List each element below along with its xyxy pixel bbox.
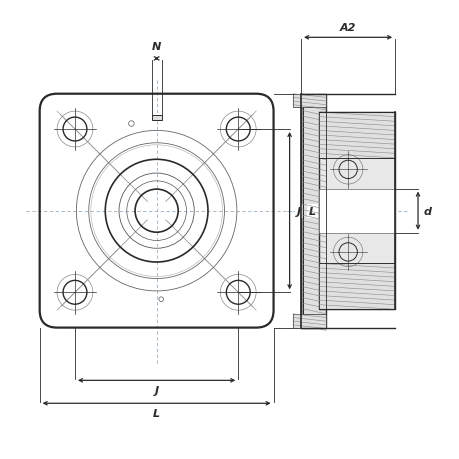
Bar — [319, 189, 394, 233]
Bar — [319, 264, 394, 309]
Text: L: L — [153, 409, 160, 419]
Text: N: N — [151, 41, 161, 51]
Text: J: J — [154, 386, 158, 396]
Text: A2: A2 — [339, 23, 356, 33]
Text: J: J — [296, 206, 300, 216]
Bar — [151, 116, 161, 121]
Bar — [319, 113, 394, 158]
Text: d: d — [422, 206, 430, 216]
Text: L: L — [308, 206, 315, 216]
Bar — [319, 113, 394, 309]
Bar — [292, 314, 325, 328]
Bar — [292, 95, 325, 108]
Bar — [301, 95, 325, 328]
